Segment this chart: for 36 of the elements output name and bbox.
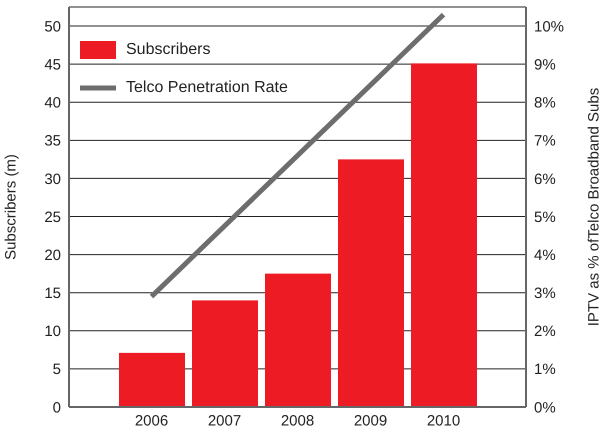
y2-tick-label: 1% xyxy=(534,361,556,378)
y-tick-label: 45 xyxy=(44,56,61,74)
y-tick-label: 0 xyxy=(52,399,61,416)
y-tick-label: 10 xyxy=(44,323,61,340)
y2-tick-label: 2% xyxy=(534,323,556,340)
y2-tick-label: 10% xyxy=(534,18,564,36)
y-tick-label: 50 xyxy=(44,18,61,36)
bar xyxy=(411,63,477,407)
y2-tick-label: 8% xyxy=(534,94,556,112)
bar xyxy=(338,159,404,407)
y-tick-label: 30 xyxy=(44,170,61,188)
y2-tick-label: 9% xyxy=(534,56,556,74)
y2-tick-label: 4% xyxy=(534,246,556,264)
y-tick-label: 15 xyxy=(44,285,61,302)
y2-tick-label: 5% xyxy=(534,208,556,226)
y-tick-label: 40 xyxy=(44,94,61,112)
y-tick-label: 25 xyxy=(44,208,61,226)
y-axis-title: Subscribers (m) xyxy=(2,154,20,260)
x-tick-label: 2009 xyxy=(354,412,388,430)
y-tick-label: 35 xyxy=(44,132,61,150)
y2-tick-label: 0% xyxy=(534,399,556,416)
y-tick-label: 20 xyxy=(44,246,61,264)
y2-tick-label: 6% xyxy=(534,170,556,188)
bar xyxy=(119,352,185,407)
x-tick-label: 2008 xyxy=(280,412,314,430)
y-tick-label: 5 xyxy=(52,361,61,378)
legend-label: Subscribers xyxy=(126,41,210,59)
bar xyxy=(192,300,258,407)
bar xyxy=(265,274,331,407)
x-tick-label: 2007 xyxy=(208,412,242,430)
x-tick-label: 2006 xyxy=(134,412,168,430)
y2-tick-label: 3% xyxy=(534,285,556,302)
legend-label: Telco Penetration Rate xyxy=(126,79,288,97)
y2-tick-label: 7% xyxy=(534,132,556,150)
x-tick-label: 2010 xyxy=(426,412,460,430)
y2-axis-title: IPTV as % ofTelco Broadband Subs xyxy=(585,88,599,326)
